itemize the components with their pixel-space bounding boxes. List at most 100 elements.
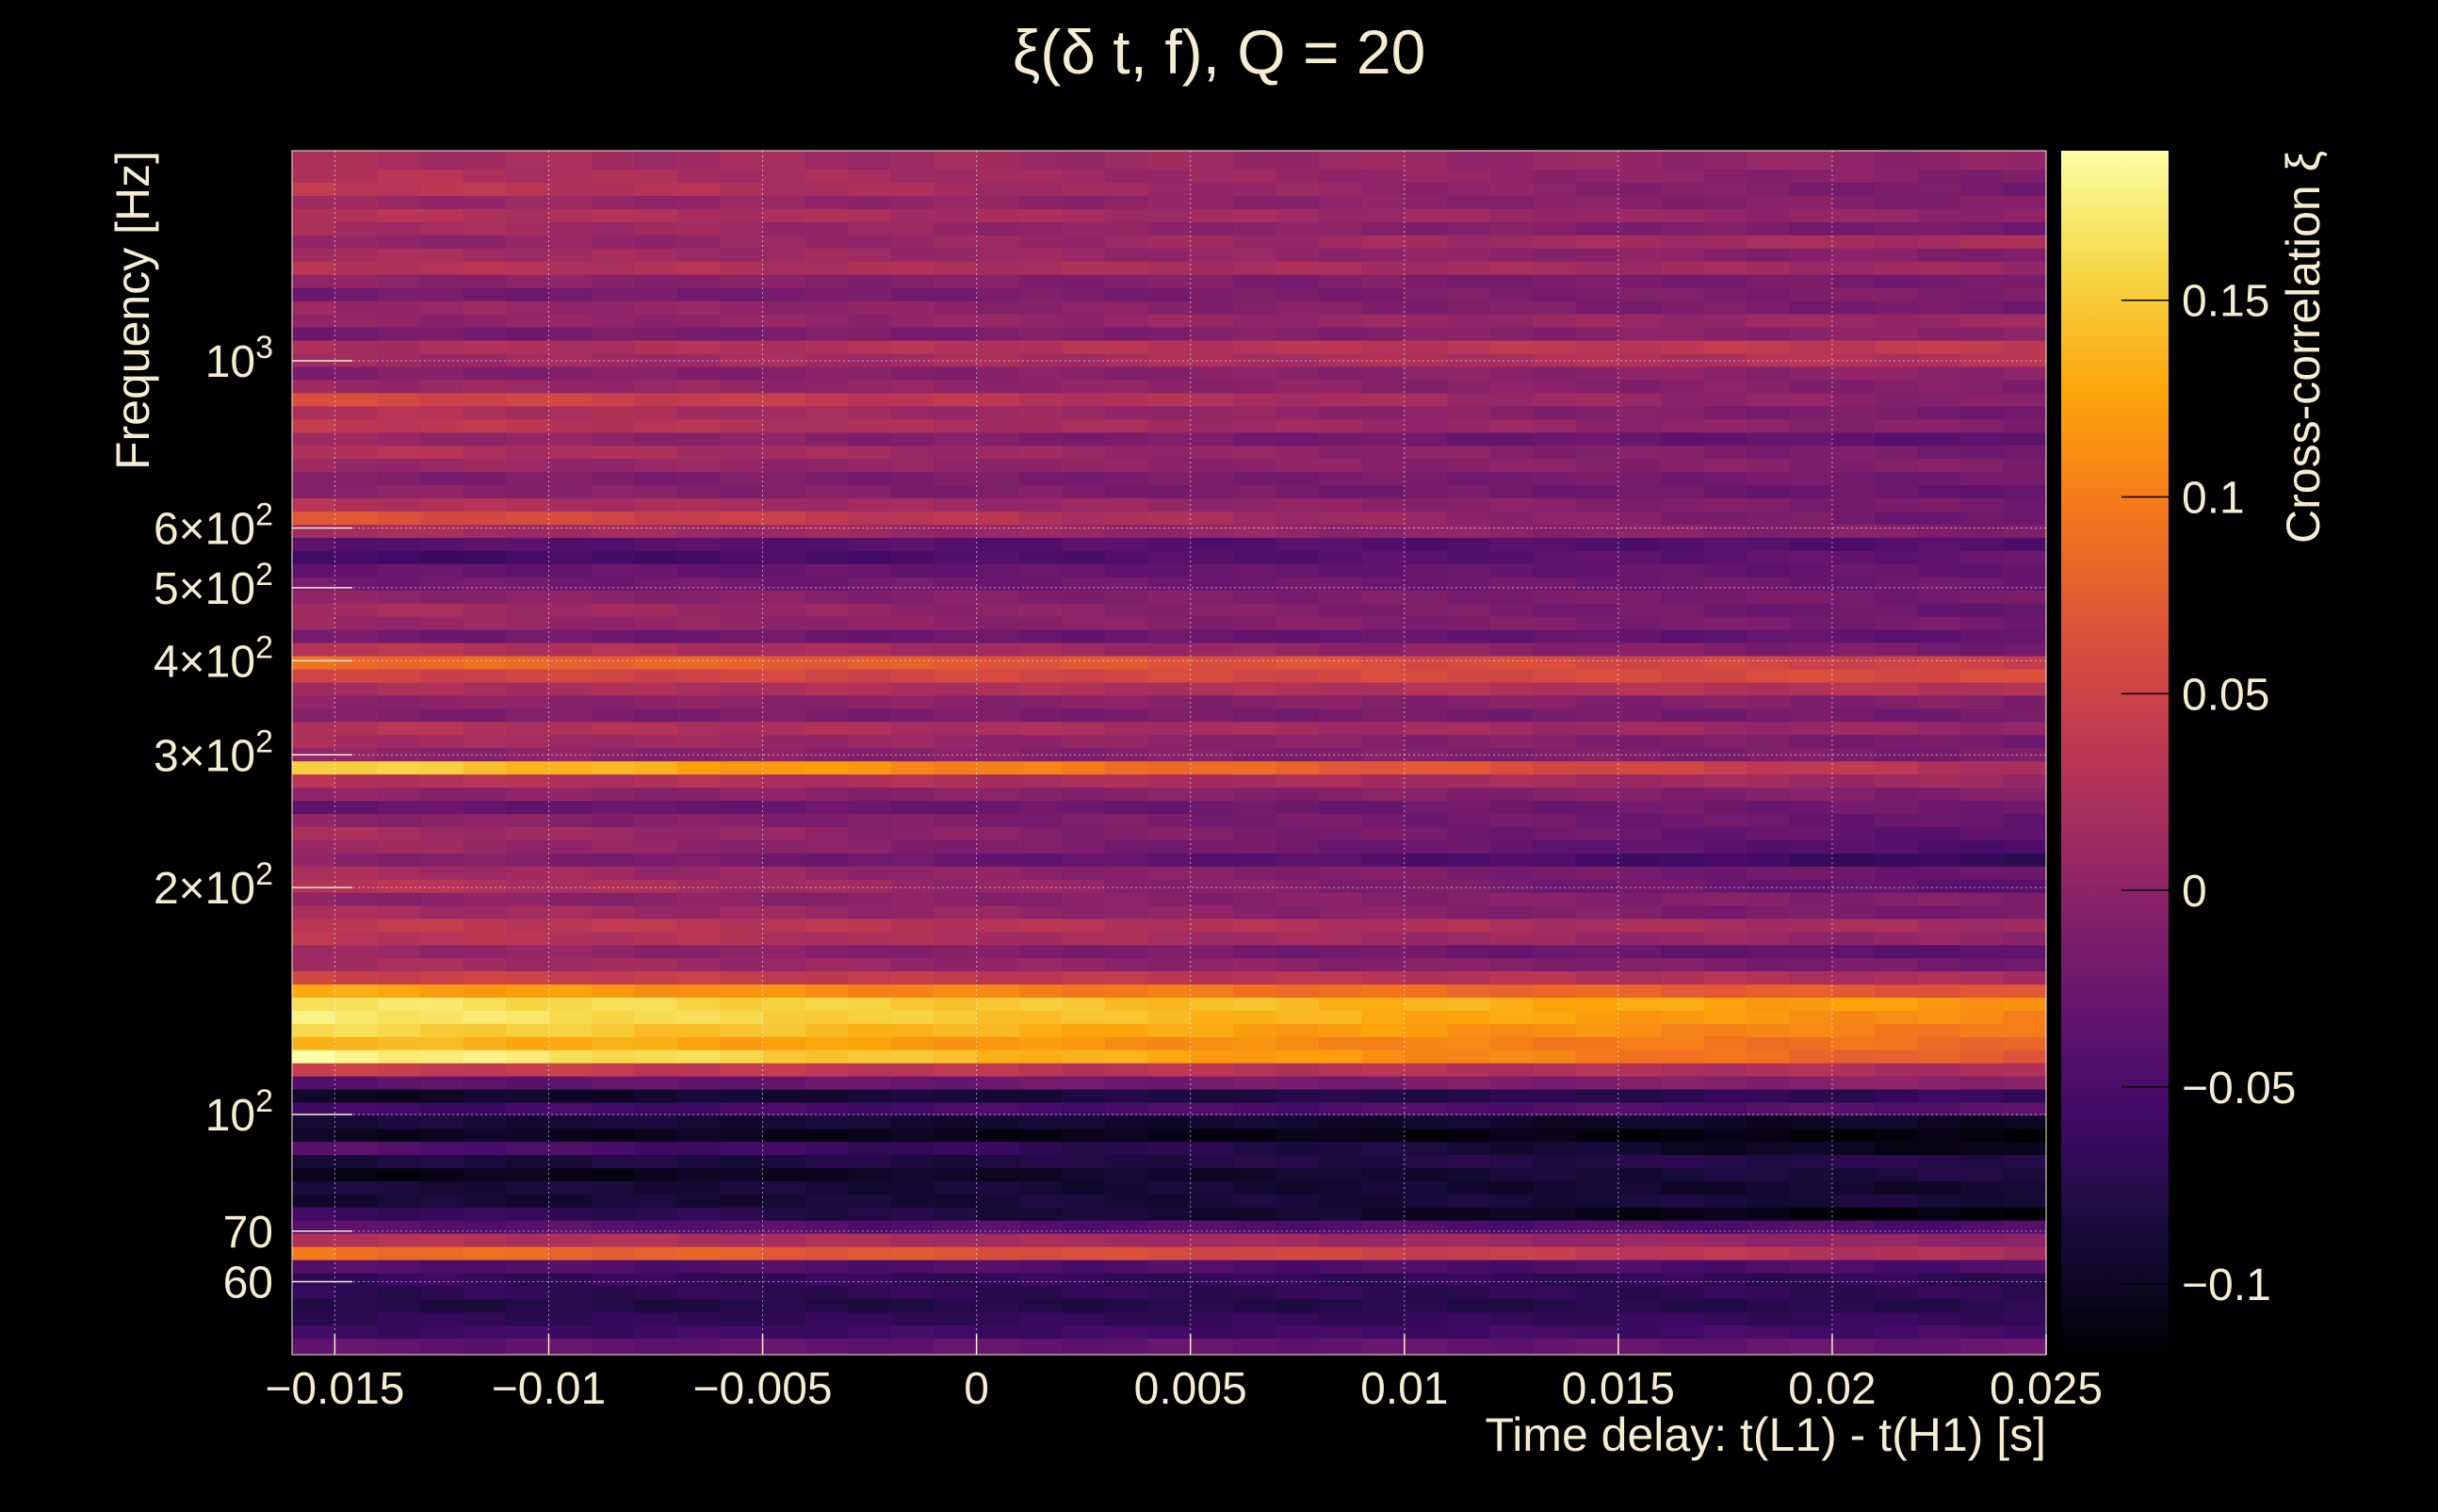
heatmap-cell xyxy=(1489,813,1534,827)
heatmap-cell xyxy=(1318,970,1362,985)
heatmap-cell xyxy=(1617,418,1662,433)
heatmap-cell xyxy=(1917,1338,1961,1356)
heatmap-cell xyxy=(1190,431,1234,447)
heatmap-cell xyxy=(377,1220,421,1234)
heatmap-cell xyxy=(890,379,935,394)
heatmap-cell xyxy=(1190,1101,1234,1116)
heatmap-cell xyxy=(1019,326,1064,341)
heatmap-cell xyxy=(463,1075,507,1090)
heatmap-cell xyxy=(1318,550,1362,564)
heatmap-cell xyxy=(1019,458,1064,473)
heatmap-cell xyxy=(976,931,1020,946)
heatmap-cell xyxy=(1703,629,1747,643)
heatmap-cell xyxy=(1703,261,1747,275)
heatmap-cell xyxy=(1062,997,1106,1011)
heatmap-cell xyxy=(506,866,550,880)
heatmap-cell xyxy=(1533,497,1577,512)
heatmap-cell xyxy=(591,944,635,959)
heatmap-cell xyxy=(506,1154,550,1169)
heatmap-cell xyxy=(591,1167,635,1181)
heatmap-cell xyxy=(1831,1285,1876,1300)
heatmap-cell xyxy=(890,866,935,880)
heatmap-cell xyxy=(420,274,464,288)
heatmap-cell xyxy=(976,839,1020,854)
heatmap-cell xyxy=(1318,326,1362,341)
x-tick-label: 0.01 xyxy=(1360,1364,1448,1414)
heatmap-cell xyxy=(1703,1207,1747,1221)
heatmap-cell xyxy=(1062,550,1106,564)
heatmap-cell xyxy=(2003,1088,2047,1103)
heatmap-cell xyxy=(1960,826,2005,840)
heatmap-cell xyxy=(1318,655,1362,670)
heatmap-cell xyxy=(1789,1325,1833,1340)
heatmap-cell xyxy=(848,537,892,551)
heatmap-cell xyxy=(762,1063,806,1077)
heatmap-cell xyxy=(334,839,379,854)
heatmap-cell xyxy=(591,721,635,736)
heatmap-cell xyxy=(377,1010,421,1024)
heatmap-cell xyxy=(1361,1101,1406,1116)
heatmap-cell xyxy=(2003,511,2047,525)
heatmap-cell xyxy=(1831,235,1876,249)
heatmap-cell xyxy=(976,892,1020,906)
heatmap-cell xyxy=(1533,1114,1577,1130)
heatmap-cell xyxy=(1575,169,1619,183)
heatmap-cell xyxy=(1747,537,1791,551)
chart-title: ξ(δ t, f), Q = 20 xyxy=(1013,17,1426,87)
heatmap-cell xyxy=(1960,182,2005,196)
heatmap-cell xyxy=(1318,1272,1362,1287)
heatmap-cell xyxy=(1875,1325,1919,1340)
heatmap-cell xyxy=(334,603,379,617)
heatmap-cell xyxy=(1019,707,1064,723)
heatmap-cell xyxy=(1617,379,1662,394)
heatmap-cell xyxy=(1190,826,1234,840)
heatmap-cell xyxy=(420,1010,464,1024)
heatmap-cell xyxy=(1276,537,1320,551)
heatmap-cell xyxy=(848,352,892,367)
heatmap-cell xyxy=(634,694,678,709)
heatmap-cell xyxy=(1533,918,1577,933)
heatmap-cell xyxy=(463,352,507,367)
heatmap-cell xyxy=(805,471,849,486)
heatmap-cell xyxy=(1661,826,1705,840)
heatmap-cell xyxy=(976,1167,1020,1181)
heatmap-cell xyxy=(1831,839,1876,854)
heatmap-cell xyxy=(591,151,635,170)
heatmap-cell xyxy=(377,1180,421,1195)
heatmap-cell xyxy=(1147,248,1192,262)
heatmap-cell xyxy=(1960,235,2005,249)
heatmap-cell xyxy=(1703,366,1747,381)
heatmap-cell xyxy=(1575,1063,1619,1077)
heatmap-cell xyxy=(1617,839,1662,854)
heatmap-cell xyxy=(1575,1023,1619,1037)
heatmap-cell xyxy=(591,970,635,985)
heatmap-cell xyxy=(1875,563,1919,577)
heatmap-cell xyxy=(292,1010,336,1024)
heatmap-cell xyxy=(1960,524,2005,538)
heatmap-cell xyxy=(1276,1194,1320,1208)
heatmap-cell xyxy=(1831,550,1876,564)
heatmap-cell xyxy=(1190,497,1234,512)
heatmap-cell xyxy=(1661,773,1705,789)
heatmap-cell xyxy=(2003,773,2047,789)
heatmap-cell xyxy=(548,221,593,236)
heatmap-cell xyxy=(1617,655,1662,670)
heatmap-cell xyxy=(292,1063,336,1077)
heatmap-cell xyxy=(1831,787,1876,802)
heatmap-cell xyxy=(1747,957,1791,972)
heatmap-cell xyxy=(420,603,464,617)
heatmap-cell xyxy=(1062,445,1106,460)
heatmap-cell xyxy=(1917,301,1961,315)
heatmap-cell xyxy=(420,352,464,367)
heatmap-cell xyxy=(2003,418,2047,433)
heatmap-cell xyxy=(720,800,764,814)
heatmap-cell xyxy=(591,1088,635,1103)
heatmap-cell xyxy=(292,195,336,209)
heatmap-cell xyxy=(934,1207,978,1221)
heatmap-cell xyxy=(2003,195,2047,209)
heatmap-cell xyxy=(1104,1088,1148,1103)
heatmap-cell xyxy=(506,1010,550,1024)
heatmap-cell xyxy=(720,405,764,420)
heatmap-cell xyxy=(1489,418,1534,433)
